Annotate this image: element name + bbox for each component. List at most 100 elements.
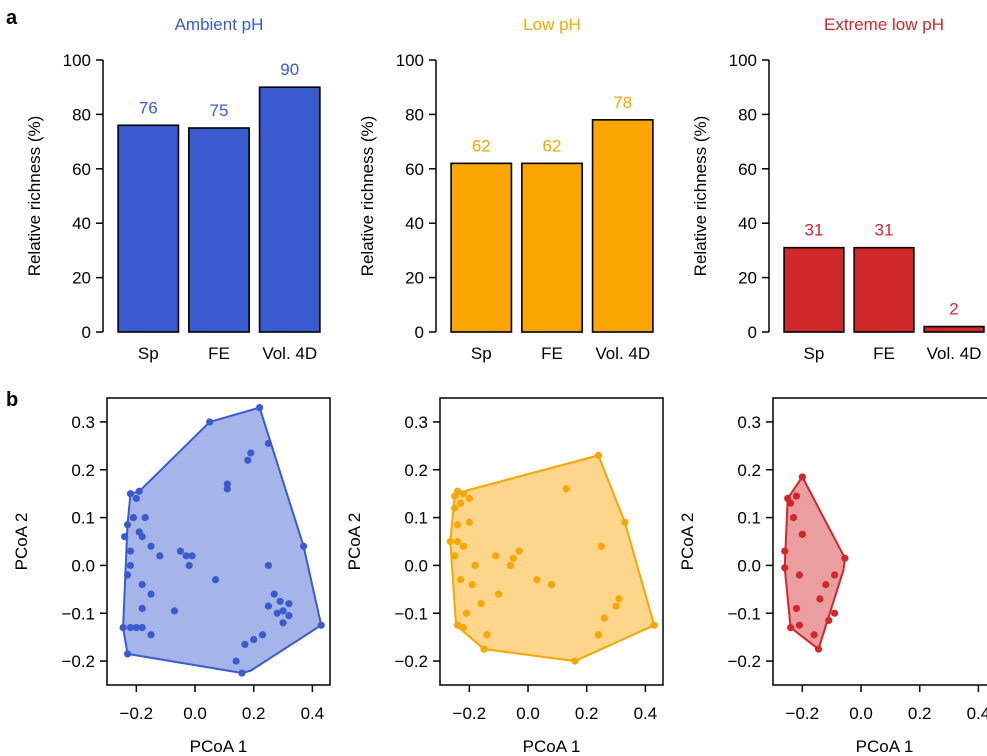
data-point — [182, 552, 190, 560]
y-tick-label: 60 — [72, 160, 91, 179]
x-category-label: Sp — [804, 344, 825, 363]
data-point — [232, 657, 240, 665]
data-point — [810, 631, 818, 639]
x-axis-title: PCoA 1 — [856, 737, 914, 756]
y-axis-title: Relative richness (%) — [25, 116, 44, 277]
data-point — [264, 561, 272, 570]
data-point — [483, 631, 491, 639]
data-point — [459, 624, 468, 632]
data-point — [129, 513, 138, 522]
data-point — [270, 590, 278, 598]
data-point — [147, 542, 155, 550]
pcoa-scatter-extreme-low-ph: −0.2 0.0 0.2 0.4 PCoA 1 −0.2 −0.1 0.0 0.1 0.2 0.3 P… — [678, 397, 987, 756]
y-axis-title: Relative richness (%) — [691, 116, 710, 277]
data-point — [787, 624, 795, 632]
data-point — [156, 552, 164, 560]
data-point — [132, 624, 140, 632]
data-point — [456, 499, 465, 507]
x-tick-label: 0.2 — [242, 704, 266, 723]
data-point — [831, 571, 839, 579]
y-tick-label: 40 — [738, 214, 757, 233]
data-point — [571, 657, 579, 665]
x-category-label: Sp — [138, 344, 159, 363]
data-point — [597, 542, 605, 550]
data-point — [276, 597, 284, 605]
data-point — [562, 485, 570, 493]
data-point — [506, 561, 515, 570]
bar-data-label: 2 — [949, 300, 958, 319]
data-point — [250, 635, 258, 644]
data-point — [279, 607, 287, 615]
data-point — [188, 552, 196, 560]
data-point — [477, 600, 485, 608]
y-tick-label: 80 — [405, 105, 424, 124]
plot-frame — [772, 397, 987, 686]
y-tick-label: 60 — [738, 160, 757, 179]
y-tick-label: −0.1 — [394, 604, 428, 623]
plot-frame — [106, 397, 331, 686]
x-tick-label: 0.2 — [575, 704, 599, 723]
y-tick-label: −0.2 — [727, 652, 761, 671]
data-point — [650, 621, 658, 629]
x-category-label: FE — [541, 344, 563, 363]
x-axis-title: PCoA 1 — [523, 737, 581, 756]
data-point — [238, 669, 246, 677]
data-point — [781, 547, 789, 555]
data-point — [258, 631, 267, 639]
data-point — [121, 533, 129, 541]
data-point — [138, 580, 146, 589]
y-tick-label: 40 — [405, 214, 424, 233]
bar — [591, 119, 654, 333]
x-tick-label: 0.2 — [908, 704, 932, 723]
x-tick-label: 0.4 — [967, 704, 987, 723]
data-point — [138, 604, 146, 613]
y-tick-label: 40 — [72, 214, 91, 233]
data-point — [185, 561, 193, 570]
y-tick-label: 0.1 — [737, 509, 761, 528]
data-point — [241, 640, 249, 648]
y-axis-title: PCoA 2 — [345, 513, 364, 571]
y-axis-title: PCoA 2 — [12, 513, 31, 571]
y-tick-label: 0.1 — [404, 509, 428, 528]
data-point — [594, 631, 603, 639]
data-point — [285, 612, 293, 620]
data-point — [456, 576, 465, 584]
data-point — [462, 609, 471, 617]
y-tick-label: 0.3 — [71, 413, 95, 432]
data-point — [822, 580, 830, 589]
y-tick-label: 100 — [396, 51, 424, 70]
data-point — [135, 487, 143, 495]
data-point — [451, 504, 459, 512]
data-point — [495, 590, 503, 598]
x-axis-title: PCoA 1 — [190, 737, 248, 756]
data-point — [176, 547, 184, 555]
data-point — [480, 645, 488, 653]
data-point — [831, 609, 839, 617]
data-point — [492, 552, 500, 560]
data-point — [451, 492, 459, 500]
y-axis-title: PCoA 2 — [678, 513, 697, 571]
data-point — [247, 449, 255, 457]
y-tick-label: 0.2 — [404, 461, 428, 480]
bar — [258, 86, 321, 333]
y-tick-label: 0.0 — [737, 556, 761, 575]
data-point — [147, 631, 155, 639]
data-point — [244, 456, 252, 464]
bar-data-label: 62 — [472, 136, 491, 155]
x-category-label: Vol. 4D — [595, 344, 650, 363]
data-point — [533, 576, 541, 584]
bar-data-label: 31 — [875, 221, 894, 240]
bar-data-label: 90 — [280, 60, 299, 79]
x-category-label: FE — [873, 344, 895, 363]
data-point — [170, 607, 179, 615]
y-tick-label: 20 — [405, 269, 424, 288]
x-tick-label: 0.0 — [516, 704, 540, 723]
data-point — [279, 619, 287, 627]
data-point — [787, 499, 795, 507]
data-point — [841, 554, 849, 562]
data-point — [816, 595, 824, 603]
data-point — [119, 624, 127, 632]
y-tick-label: 20 — [72, 269, 91, 288]
data-point — [126, 624, 135, 632]
y-tick-label: 100 — [729, 51, 757, 70]
